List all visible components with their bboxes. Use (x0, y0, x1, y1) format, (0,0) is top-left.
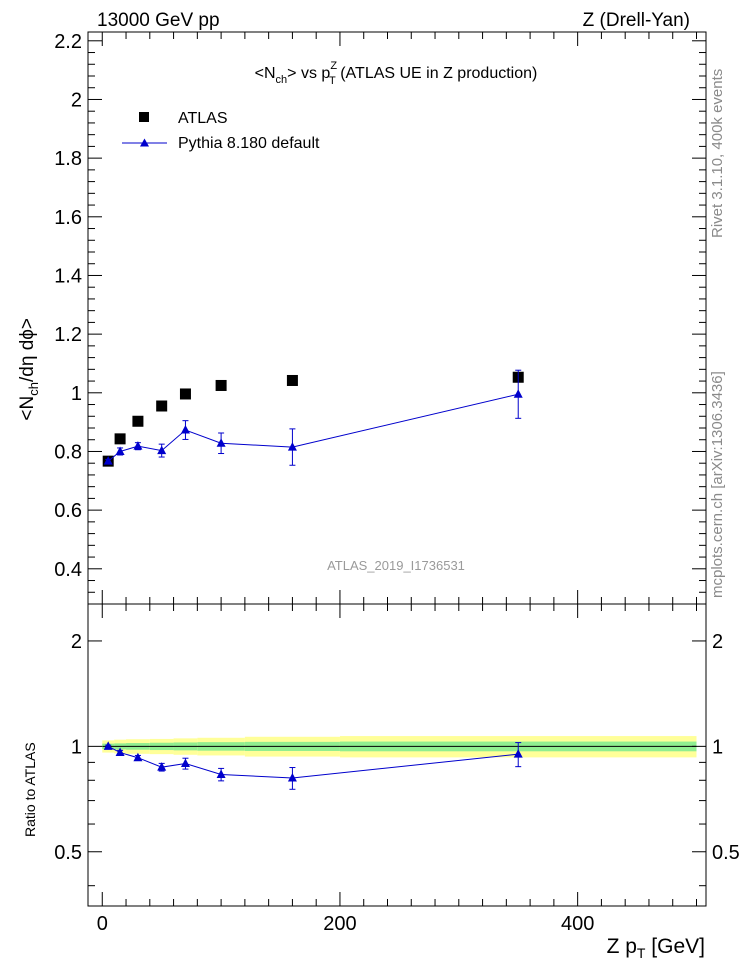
main-y-tick-label: 1.4 (54, 265, 82, 287)
pythia-point (115, 446, 125, 455)
xlabel-part-b: [GeV] (645, 935, 705, 958)
atlas-point (156, 400, 168, 412)
ratio-pythia-point (103, 741, 113, 750)
main-title-part-b: > vs p (287, 65, 330, 82)
ratio-panel-frame (87, 603, 707, 907)
panel-frames: 0.4 0.6 0.8 1 1.2 1.4 1.6 1.8 2 2.2 0 200 400 0.5 0.5 1… (54, 31, 740, 935)
main-ylabel-part-a: <N (17, 396, 38, 421)
pythia-point (216, 438, 226, 447)
pythia-point (287, 442, 297, 451)
side-label-mcplots: mcplots.cern.ch [arXiv:1306.3436] (709, 371, 726, 598)
main-ylabel-part-b: /dη dϕ> (17, 318, 38, 382)
ratio-y-tick-label-right: 0.5 (712, 842, 740, 864)
pythia-point (157, 445, 167, 455)
main-title: <Nch> vs pZ T (ATLAS UE in Z production) (255, 60, 538, 87)
ratio-y-axis-label: Ratio to ATLAS (22, 742, 38, 837)
ratio-pythia-point (216, 769, 226, 779)
analysis-watermark: ATLAS_2019_I1736531 (327, 558, 465, 573)
main-panel-marks (102, 369, 524, 467)
atlas-point (179, 388, 191, 400)
main-title-sub-t: T (329, 75, 336, 87)
ratio-pythia-point (115, 747, 125, 757)
main-title-part-a: <N (255, 65, 276, 82)
x-tick-label: 200 (323, 913, 356, 935)
header-left: 13000 GeV pp (97, 10, 220, 31)
main-y-tick-label: 1.6 (54, 207, 82, 229)
ratio-pythia-point (513, 749, 523, 758)
legend-marker-pythia (140, 138, 149, 147)
atlas-point (286, 374, 298, 386)
main-y-tick-label: 0.8 (54, 441, 82, 463)
pythia-point (133, 441, 143, 450)
pythia-line (107, 393, 519, 462)
ratio-pythia-point (157, 762, 167, 771)
ratio-panel-marks (103, 741, 523, 790)
main-title-part-c: (ATLAS UE in Z production) (336, 65, 538, 82)
x-tick-label: 400 (561, 913, 594, 935)
ratio-pythia-point (180, 758, 190, 768)
main-y-tick-label: 2 (71, 89, 82, 111)
ratio-y-tick-label-left: 0.5 (54, 842, 82, 864)
ratio-y-tick-label-left: 2 (71, 631, 82, 653)
main-y-tick-label: 0.4 (54, 559, 82, 581)
xlabel-sub: T (637, 945, 646, 961)
ratio-pythia-point (287, 773, 297, 782)
atlas-point (132, 415, 144, 427)
ratio-y-tick-label-left: 1 (71, 736, 82, 758)
main-y-tick-label: 1.8 (54, 148, 82, 170)
main-y-axis-label: <Nch/dη dϕ> (17, 318, 41, 421)
atlas-point (114, 433, 126, 445)
pythia-point (180, 425, 190, 434)
main-ylabel-sub: ch (26, 382, 41, 396)
x-tick-label: 0 (97, 913, 108, 935)
legend-marker-atlas (139, 112, 149, 122)
ratio-y-tick-label-right: 1 (712, 736, 723, 758)
main-title-sup-z: Z (330, 60, 337, 72)
x-axis-label: Z pT [GeV] (607, 935, 705, 961)
main-y-tick-label: 1 (71, 383, 82, 405)
ratio-y-tick-label-right: 2 (712, 631, 723, 653)
main-y-tick-label: 0.6 (54, 500, 82, 522)
main-title-sub-ch: ch (276, 74, 288, 86)
pythia-point (103, 456, 113, 465)
main-y-tick-label: 1.2 (54, 324, 82, 346)
legend: ATLAS Pythia 8.180 default (122, 110, 320, 152)
pythia-point (513, 389, 523, 398)
legend-label-atlas: ATLAS (178, 110, 228, 127)
main-y-tick-label: 2.2 (54, 31, 82, 53)
ratio-uncertainty-bands (102, 736, 697, 758)
legend-label-pythia: Pythia 8.180 default (178, 135, 320, 152)
xlabel-part-a: Z p (607, 935, 637, 958)
ratio-pythia-point (133, 752, 143, 762)
header-right: Z (Drell-Yan) (583, 10, 690, 31)
side-label-rivet: Rivet 3.1.10, 400k events (709, 69, 726, 238)
atlas-point (215, 379, 227, 391)
